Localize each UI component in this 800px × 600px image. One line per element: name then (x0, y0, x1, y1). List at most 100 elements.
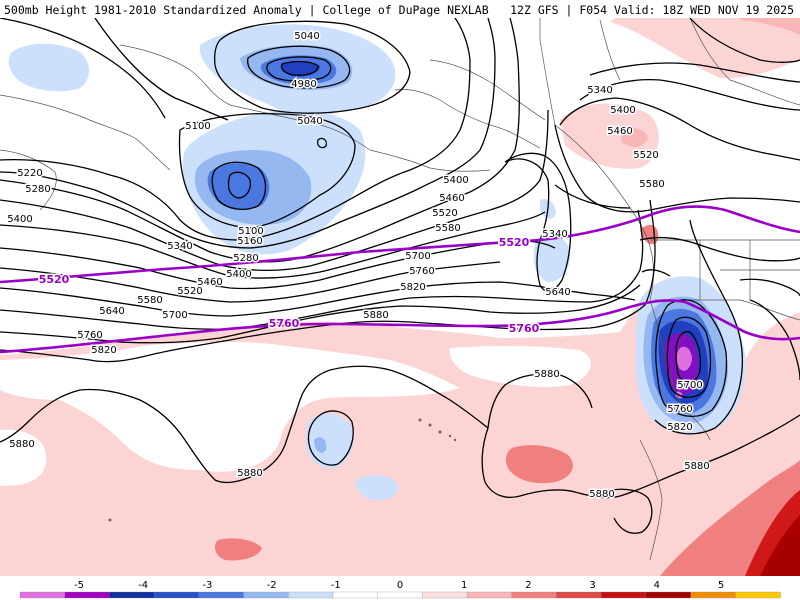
positive-anomaly-area (560, 103, 659, 169)
colorbar-tick-label: -4 (138, 580, 148, 591)
contour-label: 5400 (610, 105, 635, 116)
contour-label: 5400 (226, 269, 251, 280)
positive-anomaly-area (214, 538, 262, 561)
contour-label: 5700 (405, 251, 430, 262)
contour-label: 5400 (443, 175, 468, 186)
colorbar-segment (735, 591, 781, 599)
colorbar-ticks: -5 -4 -3 -2 -1 0 1 2 3 4 5 (74, 580, 724, 591)
contour-label: 5580 (435, 223, 460, 234)
contour-label: 5880 (9, 439, 34, 450)
contour-label: 5460 (197, 277, 222, 288)
contour-label: 5280 (233, 253, 258, 264)
positive-anomaly-area (620, 127, 648, 147)
contour-label: 5100 (238, 226, 263, 237)
contour-label: 5640 (99, 306, 124, 317)
colorbar-tick-label: -2 (267, 580, 277, 591)
contour-label: 5580 (639, 179, 664, 190)
colorbar-segment (153, 591, 200, 599)
anomaly-shading (0, 18, 800, 576)
colorbar: -5 -4 -3 -2 -1 0 1 2 3 4 5 (0, 576, 800, 600)
contour-label: 5460 (607, 126, 632, 137)
colorbar-segment (19, 591, 66, 599)
contour-label: 5520 (633, 150, 658, 161)
neutral-area (449, 345, 591, 387)
contour-label: 5820 (400, 282, 425, 293)
contour-label: 5880 (534, 369, 559, 380)
colorbar-segment (288, 591, 334, 599)
contour-label: 5880 (363, 310, 388, 321)
contour-label: 5100 (185, 121, 210, 132)
contour-label: 5880 (589, 489, 614, 500)
islands (108, 418, 457, 522)
contour-label: 5760 (77, 330, 102, 341)
negative-anomaly-area (8, 43, 89, 92)
highlight-contour-label: 5520 (39, 273, 70, 286)
contour-label: 4980 (291, 79, 316, 90)
contour-label: 5400 (7, 214, 32, 225)
positive-anomaly-area (505, 445, 573, 484)
colorbar-segment (422, 591, 468, 599)
contour-label: 5280 (25, 184, 50, 195)
colorbar-segment (466, 591, 513, 599)
contour-label: 5760 (409, 266, 434, 277)
contour-label: 5700 (677, 380, 702, 391)
negative-anomaly-area (314, 437, 327, 453)
negative-anomaly-area (207, 163, 270, 210)
contour-label: 5340 (167, 241, 192, 252)
contour-label: 5760 (667, 404, 692, 415)
contour-label: 5580 (137, 295, 162, 306)
contour-label: 5880 (9, 439, 34, 450)
positive-anomaly-area (760, 515, 800, 576)
colorbar-tick-label: 0 (397, 580, 403, 591)
colorbar-segment (601, 591, 647, 599)
map-header: 500mb Height 1981-2010 Standardized Anom… (0, 0, 800, 18)
colorbar-segment (690, 591, 736, 599)
colorbar-segment (64, 591, 111, 599)
highlight-contour-label: 5760 (269, 317, 300, 330)
colorbar-tick-label: 1 (461, 580, 467, 591)
contour-label: 5220 (17, 168, 42, 179)
colorbar-segment (243, 591, 289, 599)
contour-label: 5640 (545, 287, 570, 298)
colorbar-tick-label: -3 (202, 580, 212, 591)
colorbar-tick-label: 4 (654, 580, 660, 591)
positive-anomaly-area (740, 18, 800, 35)
contour-label: 5520 (177, 286, 202, 297)
colorbar-segment (556, 591, 602, 599)
colorbar-tick-label: 2 (525, 580, 531, 591)
colorbar-segment (332, 591, 379, 599)
colorbar-tick-label: -1 (331, 580, 341, 591)
run-info: 12Z GFS | F054 Valid: 18Z WED NOV 19 202… (510, 3, 794, 17)
colorbar-tick-label: 3 (589, 580, 595, 591)
contour-label: 5880 (684, 461, 709, 472)
negative-anomaly-area (355, 475, 399, 501)
contour-label: 5520 (432, 208, 457, 219)
highlight-contours (0, 205, 800, 354)
contour-label: 5040 (294, 31, 319, 42)
height-contours (0, 18, 800, 534)
colorbar-segment (645, 591, 692, 599)
negative-anomaly-area (533, 234, 571, 282)
highlight-contour-labels: 5520 5520 5760 5760 (37, 235, 541, 337)
colorbar-segment (377, 591, 424, 599)
colorbar-tick-label: -5 (74, 580, 84, 591)
colorbar-segment (109, 591, 155, 599)
contour-label: 5040 (297, 116, 322, 127)
colorbar-segments (19, 591, 781, 599)
colorbar-segment (198, 591, 245, 599)
colorbar-tick-label: 5 (718, 580, 724, 591)
contour-label: 5880 (237, 468, 262, 479)
coastlines (0, 18, 800, 561)
neutral-area (0, 429, 47, 486)
contour-label: 5340 (587, 85, 612, 96)
contour-label: 5160 (237, 236, 262, 247)
contour-label: 5820 (667, 422, 692, 433)
map-title: 500mb Height 1981-2010 Standardized Anom… (4, 3, 489, 17)
contour-label: 5700 (162, 310, 187, 321)
negative-anomaly-area (676, 346, 692, 371)
highlight-contour-label: 5520 (499, 236, 530, 249)
contour-label: 5460 (439, 193, 464, 204)
contour-label: 5820 (91, 345, 116, 356)
